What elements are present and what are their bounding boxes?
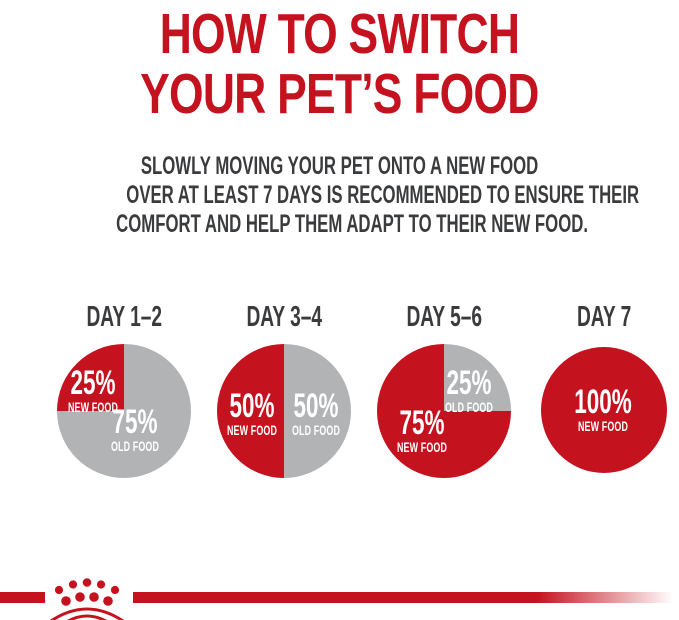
slice-label-new-food: 100% NEW FOOD — [574, 383, 633, 435]
slice-percent: 50% — [229, 387, 275, 426]
day-3-4-label: DAY 3–4 — [246, 301, 322, 333]
subtitle-line-2: OVER AT LEAST 7 DAYS IS RECOMMENDED TO E… — [126, 181, 640, 209]
slice-label-old-food: 25% OLD FOOD — [445, 364, 494, 416]
pie-day-3-4: 50% NEW FOOD 50% OLD FOOD — [217, 344, 351, 478]
slice-percent: 25% — [70, 364, 116, 403]
day-1-2-label: DAY 1–2 — [86, 301, 162, 333]
slice-label-new-food: 75% NEW FOOD — [396, 404, 447, 456]
slice-label-old-food: 75% OLD FOOD — [110, 403, 159, 455]
slice-name: NEW FOOD — [578, 419, 629, 435]
slice-name: NEW FOOD — [226, 423, 277, 439]
subtitle: SLOWLY MOVING YOUR PET ONTO A NEW FOOD O… — [0, 152, 679, 239]
title-line-2: YOUR PET’S FOOD — [140, 62, 539, 126]
slice-label-old-food: 50% OLD FOOD — [292, 387, 341, 439]
chart-day-1-2: DAY 1–2 25% NEW FOOD 75% OLD FOOD — [44, 300, 204, 478]
slice-percent: 100% — [574, 383, 633, 422]
slice-name: OLD FOOD — [445, 400, 494, 416]
footer-bar-right — [133, 592, 679, 603]
title-line-1: HOW TO SWITCH — [159, 2, 520, 66]
slice-name: NEW FOOD — [68, 400, 119, 416]
subtitle-line-3: COMFORT AND HELP THEM ADAPT TO THEIR NEW… — [116, 210, 588, 238]
chart-day-5-6: DAY 5–6 75% NEW FOOD 25% OLD FOOD — [364, 300, 524, 478]
royal-canin-crown-logo — [50, 578, 124, 620]
day-charts-row: DAY 1–2 25% NEW FOOD 75% OLD FOOD DAY 3–… — [44, 300, 679, 478]
slice-name: OLD FOOD — [110, 439, 159, 455]
slice-label-new-food: 50% NEW FOOD — [226, 387, 277, 439]
slice-name: NEW FOOD — [396, 440, 447, 456]
subtitle-line-1: SLOWLY MOVING YOUR PET ONTO A NEW FOOD — [140, 152, 539, 180]
slice-percent: 75% — [399, 404, 445, 443]
page-title: HOW TO SWITCH YOUR PET’S FOOD — [0, 4, 679, 124]
footer-bar-left — [0, 592, 45, 603]
day-5-6-label: DAY 5–6 — [406, 301, 482, 333]
slice-percent: 75% — [112, 403, 158, 442]
day-7-label: DAY 7 — [576, 301, 632, 333]
chart-day-7: DAY 7 100% NEW FOOD — [524, 300, 679, 478]
pie-day-7: 100% NEW FOOD — [541, 347, 667, 473]
slice-percent: 25% — [446, 364, 492, 403]
slice-percent: 50% — [293, 387, 339, 426]
slice-label-new-food: 25% NEW FOOD — [68, 364, 119, 416]
pie-day-1-2: 25% NEW FOOD 75% OLD FOOD — [57, 344, 191, 478]
chart-day-3-4: DAY 3–4 50% NEW FOOD 50% OLD FOOD — [204, 300, 364, 478]
slice-name: OLD FOOD — [292, 423, 341, 439]
pie-day-5-6: 75% NEW FOOD 25% OLD FOOD — [377, 344, 511, 478]
crown-dots — [54, 578, 120, 606]
crown-arcs — [50, 607, 124, 620]
